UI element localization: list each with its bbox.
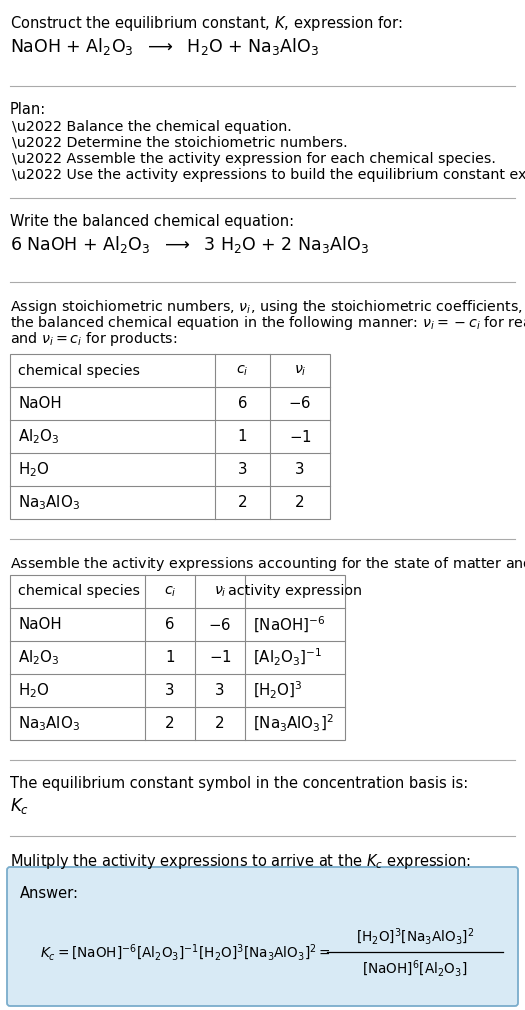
Text: 2: 2 <box>238 495 247 510</box>
Text: $K_c$: $K_c$ <box>10 796 29 816</box>
Text: Al$_2$O$_3$: Al$_2$O$_3$ <box>18 427 59 445</box>
Text: $c_i$: $c_i$ <box>236 364 249 378</box>
Text: $-$1: $-$1 <box>208 649 232 666</box>
Text: activity expression: activity expression <box>228 585 362 599</box>
Text: $\nu_i$: $\nu_i$ <box>214 585 226 599</box>
Text: $[\mathrm{H_2O}]^3[\mathrm{Na_3AlO_3}]^2$: $[\mathrm{H_2O}]^3[\mathrm{Na_3AlO_3}]^2… <box>356 926 474 946</box>
Text: 6 NaOH + Al$_2$O$_3$  $\longrightarrow$  3 H$_2$O + 2 Na$_3$AlO$_3$: 6 NaOH + Al$_2$O$_3$ $\longrightarrow$ 3… <box>10 234 369 255</box>
Text: The equilibrium constant symbol in the concentration basis is:: The equilibrium constant symbol in the c… <box>10 776 468 791</box>
Text: 3: 3 <box>295 462 304 477</box>
Text: 6: 6 <box>165 617 175 632</box>
Text: Na$_3$AlO$_3$: Na$_3$AlO$_3$ <box>18 493 80 512</box>
Text: [Al$_2$O$_3$]$^{-1}$: [Al$_2$O$_3$]$^{-1}$ <box>253 647 322 668</box>
Text: Construct the equilibrium constant, $K$, expression for:: Construct the equilibrium constant, $K$,… <box>10 14 403 33</box>
Text: $[\mathrm{NaOH}]^6[\mathrm{Al_2O_3}]$: $[\mathrm{NaOH}]^6[\mathrm{Al_2O_3}]$ <box>362 958 468 979</box>
Text: 2: 2 <box>295 495 305 510</box>
Text: 3: 3 <box>215 683 225 698</box>
Text: $-$1: $-$1 <box>289 428 311 444</box>
Bar <box>10 575 345 740</box>
Text: $-$6: $-$6 <box>208 616 232 632</box>
Text: 2: 2 <box>165 716 175 731</box>
Text: [Na$_3$AlO$_3$]$^2$: [Na$_3$AlO$_3$]$^2$ <box>253 713 333 734</box>
Text: $-$6: $-$6 <box>288 396 311 411</box>
Text: \u2022 Determine the stoichiometric numbers.: \u2022 Determine the stoichiometric numb… <box>12 136 348 150</box>
Text: NaOH: NaOH <box>18 396 61 411</box>
Text: Na$_3$AlO$_3$: Na$_3$AlO$_3$ <box>18 714 80 733</box>
Text: [NaOH]$^{-6}$: [NaOH]$^{-6}$ <box>253 614 325 634</box>
Text: Assemble the activity expressions accounting for the state of matter and $\nu_i$: Assemble the activity expressions accoun… <box>10 556 525 573</box>
Text: 3: 3 <box>165 683 175 698</box>
Text: Answer:: Answer: <box>20 886 79 901</box>
Text: 6: 6 <box>238 396 247 411</box>
Text: H$_2$O: H$_2$O <box>18 681 49 700</box>
Text: Al$_2$O$_3$: Al$_2$O$_3$ <box>18 648 59 667</box>
Text: and $\nu_i = c_i$ for products:: and $\nu_i = c_i$ for products: <box>10 330 177 348</box>
Text: chemical species: chemical species <box>18 364 140 378</box>
Text: Mulitply the activity expressions to arrive at the $K_c$ expression:: Mulitply the activity expressions to arr… <box>10 852 471 871</box>
Text: the balanced chemical equation in the following manner: $\nu_i = -c_i$ for react: the balanced chemical equation in the fo… <box>10 314 525 332</box>
Text: Plan:: Plan: <box>10 102 46 117</box>
Text: 3: 3 <box>238 462 247 477</box>
Text: NaOH: NaOH <box>18 617 61 632</box>
Text: Assign stoichiometric numbers, $\nu_i$, using the stoichiometric coefficients, $: Assign stoichiometric numbers, $\nu_i$, … <box>10 298 525 316</box>
Text: 2: 2 <box>215 716 225 731</box>
Text: Write the balanced chemical equation:: Write the balanced chemical equation: <box>10 214 294 229</box>
Text: [H$_2$O]$^3$: [H$_2$O]$^3$ <box>253 680 302 701</box>
Text: \u2022 Use the activity expressions to build the equilibrium constant expression: \u2022 Use the activity expressions to b… <box>12 168 525 182</box>
Text: $\nu_i$: $\nu_i$ <box>293 364 307 378</box>
FancyBboxPatch shape <box>7 867 518 1006</box>
Text: 1: 1 <box>238 429 247 444</box>
Text: H$_2$O: H$_2$O <box>18 461 49 479</box>
Text: $K_c = [\mathrm{NaOH}]^{-6}[\mathrm{Al_2O_3}]^{-1}[\mathrm{H_2O}]^{3}[\mathrm{Na: $K_c = [\mathrm{NaOH}]^{-6}[\mathrm{Al_2… <box>40 942 331 963</box>
Text: \u2022 Balance the chemical equation.: \u2022 Balance the chemical equation. <box>12 120 292 134</box>
Text: NaOH + Al$_2$O$_3$  $\longrightarrow$  H$_2$O + Na$_3$AlO$_3$: NaOH + Al$_2$O$_3$ $\longrightarrow$ H$_… <box>10 36 319 57</box>
Bar <box>10 354 330 519</box>
Text: chemical species: chemical species <box>18 585 140 599</box>
Text: \u2022 Assemble the activity expression for each chemical species.: \u2022 Assemble the activity expression … <box>12 152 496 166</box>
Text: 1: 1 <box>165 650 175 665</box>
Text: $c_i$: $c_i$ <box>164 585 176 599</box>
